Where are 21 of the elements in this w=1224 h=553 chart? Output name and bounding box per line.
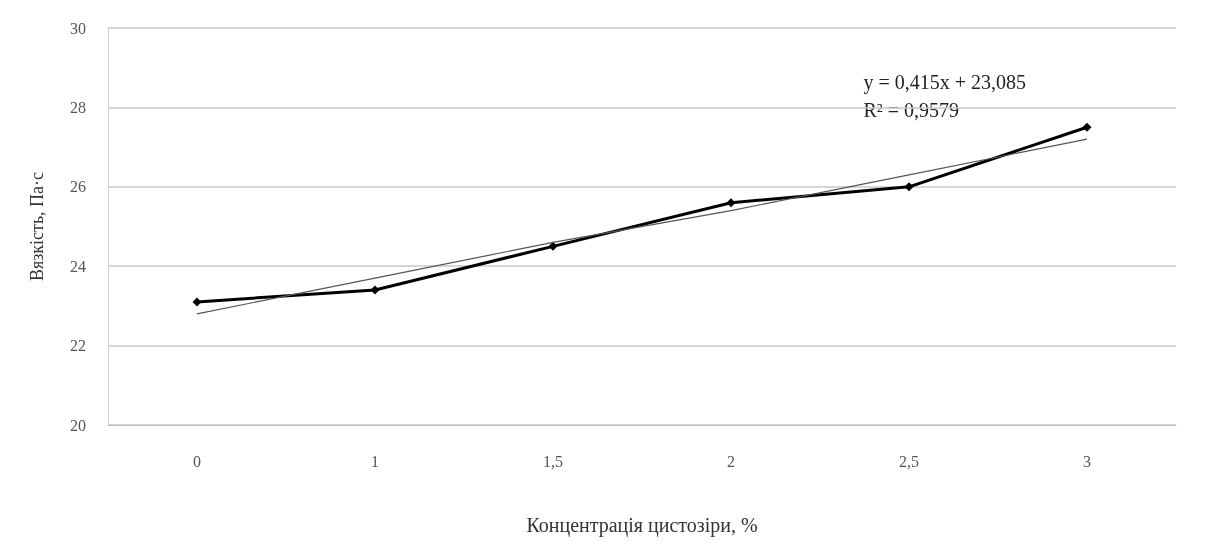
y-tick-label: 30 [70,19,86,37]
point [726,198,736,208]
y-axis-title: Вязкість, Па·с [27,171,47,282]
point [192,297,202,307]
x-tick-label: 1 [371,452,379,470]
point [548,241,558,251]
x-tick-label: 3 [1083,452,1091,470]
annotation: y = 0,415x + 23,085 R² = 0,9579 [863,71,1026,121]
x-tick-label: 2,5 [899,452,919,470]
y-tick-label: 24 [70,257,86,275]
point [904,182,914,192]
y-tick-label: 26 [70,178,86,196]
x-tick-label: 0 [193,452,201,470]
x-tick-label: 2 [727,452,735,470]
y-tick-label: 28 [70,98,86,116]
x-axis-title: Концентрація цистозіри, % [526,514,758,537]
y-tick-label: 20 [70,416,86,434]
point [1082,122,1092,132]
x-tick-label: 1,5 [543,452,563,470]
y-tick-label: 22 [70,337,86,355]
point [370,285,380,295]
